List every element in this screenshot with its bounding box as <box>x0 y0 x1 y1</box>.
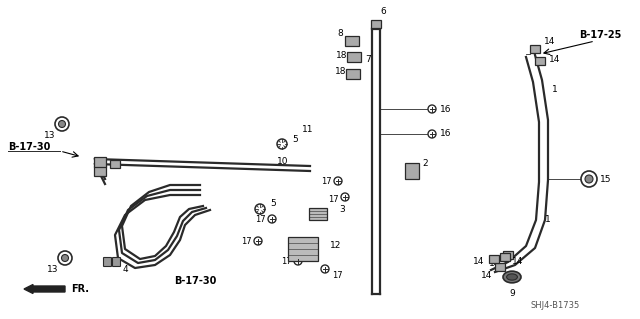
Circle shape <box>58 251 72 265</box>
FancyBboxPatch shape <box>530 45 540 53</box>
Circle shape <box>428 130 436 138</box>
Text: 13: 13 <box>44 130 56 139</box>
Text: B-17-30: B-17-30 <box>8 142 51 152</box>
Text: 4: 4 <box>122 264 128 273</box>
FancyArrow shape <box>24 285 65 293</box>
Text: 10: 10 <box>277 157 289 166</box>
Text: 18: 18 <box>336 50 348 60</box>
Text: 15: 15 <box>600 174 612 183</box>
Ellipse shape <box>503 271 521 283</box>
FancyBboxPatch shape <box>109 160 120 168</box>
Text: 14: 14 <box>549 55 561 63</box>
FancyBboxPatch shape <box>94 157 106 167</box>
FancyBboxPatch shape <box>371 20 381 28</box>
FancyBboxPatch shape <box>345 36 359 46</box>
Circle shape <box>321 265 329 273</box>
FancyBboxPatch shape <box>495 263 506 271</box>
Text: 1: 1 <box>545 214 551 224</box>
Text: 3: 3 <box>339 205 345 214</box>
Text: 17: 17 <box>281 256 291 265</box>
Circle shape <box>254 237 262 245</box>
Circle shape <box>268 215 276 223</box>
Text: 14: 14 <box>481 271 493 279</box>
Circle shape <box>581 171 597 187</box>
Text: 18: 18 <box>335 68 347 77</box>
Text: 12: 12 <box>330 241 342 249</box>
Text: 16: 16 <box>440 105 452 114</box>
FancyBboxPatch shape <box>405 163 419 179</box>
FancyBboxPatch shape <box>347 52 361 62</box>
Text: 17: 17 <box>321 176 332 186</box>
FancyBboxPatch shape <box>534 57 545 65</box>
Text: B-17-25: B-17-25 <box>580 30 622 40</box>
Circle shape <box>334 177 342 185</box>
Bar <box>288 237 318 261</box>
Text: 16: 16 <box>440 130 452 138</box>
Bar <box>309 208 327 220</box>
FancyBboxPatch shape <box>502 251 513 259</box>
Text: B-17-30: B-17-30 <box>174 276 216 286</box>
Circle shape <box>277 139 287 149</box>
FancyBboxPatch shape <box>113 257 120 266</box>
Circle shape <box>255 204 265 214</box>
Circle shape <box>61 255 68 262</box>
Text: 6: 6 <box>380 6 386 16</box>
Text: 17: 17 <box>241 236 252 246</box>
Text: 11: 11 <box>302 124 314 133</box>
Circle shape <box>58 121 65 128</box>
Text: 14: 14 <box>474 256 484 265</box>
Text: 14: 14 <box>544 36 556 46</box>
Text: 9: 9 <box>509 288 515 298</box>
Circle shape <box>428 105 436 113</box>
Circle shape <box>55 117 69 131</box>
Text: 8: 8 <box>337 29 343 39</box>
FancyBboxPatch shape <box>489 255 499 263</box>
Text: 17: 17 <box>332 271 342 279</box>
Text: 14: 14 <box>490 258 500 268</box>
Text: 7: 7 <box>365 55 371 63</box>
Text: 2: 2 <box>422 160 428 168</box>
Text: 13: 13 <box>47 264 59 273</box>
Text: FR.: FR. <box>71 284 89 294</box>
Text: 5: 5 <box>292 135 298 144</box>
Text: 17: 17 <box>255 214 266 224</box>
Text: SHJ4-B1735: SHJ4-B1735 <box>531 300 580 309</box>
Circle shape <box>341 193 349 201</box>
Circle shape <box>294 257 302 265</box>
Text: 1: 1 <box>552 85 558 93</box>
Text: 5: 5 <box>270 199 276 209</box>
Text: 14: 14 <box>512 257 524 266</box>
FancyBboxPatch shape <box>104 257 111 266</box>
Ellipse shape <box>507 274 517 280</box>
Circle shape <box>585 175 593 183</box>
FancyBboxPatch shape <box>93 166 106 176</box>
Text: 17: 17 <box>328 195 339 204</box>
FancyBboxPatch shape <box>500 253 510 261</box>
FancyBboxPatch shape <box>346 69 360 79</box>
